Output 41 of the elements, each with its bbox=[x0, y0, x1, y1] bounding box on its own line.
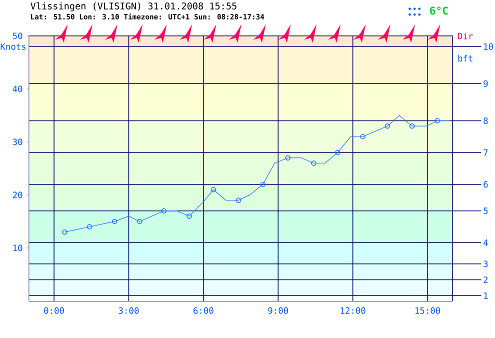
text: 6 bbox=[484, 181, 488, 188]
x-tick-label: 6:00 bbox=[194, 307, 214, 314]
point bbox=[186, 214, 192, 219]
chart-title: Vlissingen (VLISIGN) 31.01.2008 15:55 bbox=[30, 2, 236, 12]
point bbox=[311, 160, 316, 166]
text: 9 bbox=[484, 80, 488, 87]
text: 10 bbox=[484, 43, 493, 50]
point bbox=[409, 123, 415, 129]
point bbox=[210, 187, 216, 192]
text: Dir bbox=[458, 32, 473, 40]
x-tick-label: 0:00 bbox=[44, 307, 64, 314]
x-tick-label: 12:00 bbox=[340, 307, 366, 314]
point bbox=[87, 224, 92, 230]
point bbox=[384, 123, 390, 129]
y-tick-label: 10 bbox=[13, 244, 22, 252]
y-tick-label: 50 bbox=[12, 32, 22, 40]
y-tick-label: 30 bbox=[12, 138, 22, 146]
x-tick-label: 9:00 bbox=[268, 307, 288, 314]
y-tick-label: 40 bbox=[12, 86, 22, 92]
point bbox=[112, 218, 118, 224]
y2-axis-title: bft bbox=[458, 54, 472, 62]
point bbox=[335, 150, 340, 156]
text: 4 bbox=[484, 240, 488, 246]
text: 2 bbox=[484, 276, 488, 284]
y-axis-title: Knots bbox=[0, 43, 26, 50]
point bbox=[137, 218, 142, 224]
text: 7 bbox=[484, 149, 488, 156]
text: 8 bbox=[484, 118, 488, 124]
y-tick-label: 20 bbox=[12, 192, 22, 198]
text: 1 bbox=[484, 292, 488, 299]
x-tick-label: 15:00 bbox=[415, 307, 440, 314]
text: 6°C bbox=[430, 6, 448, 15]
point bbox=[285, 155, 290, 161]
point bbox=[360, 134, 366, 140]
point bbox=[260, 182, 266, 188]
point bbox=[434, 118, 440, 124]
point bbox=[161, 208, 166, 214]
text: 3 bbox=[484, 260, 488, 268]
point bbox=[236, 198, 242, 203]
text: 5 bbox=[484, 208, 488, 214]
x-tick-label: 3:00 bbox=[118, 307, 139, 314]
